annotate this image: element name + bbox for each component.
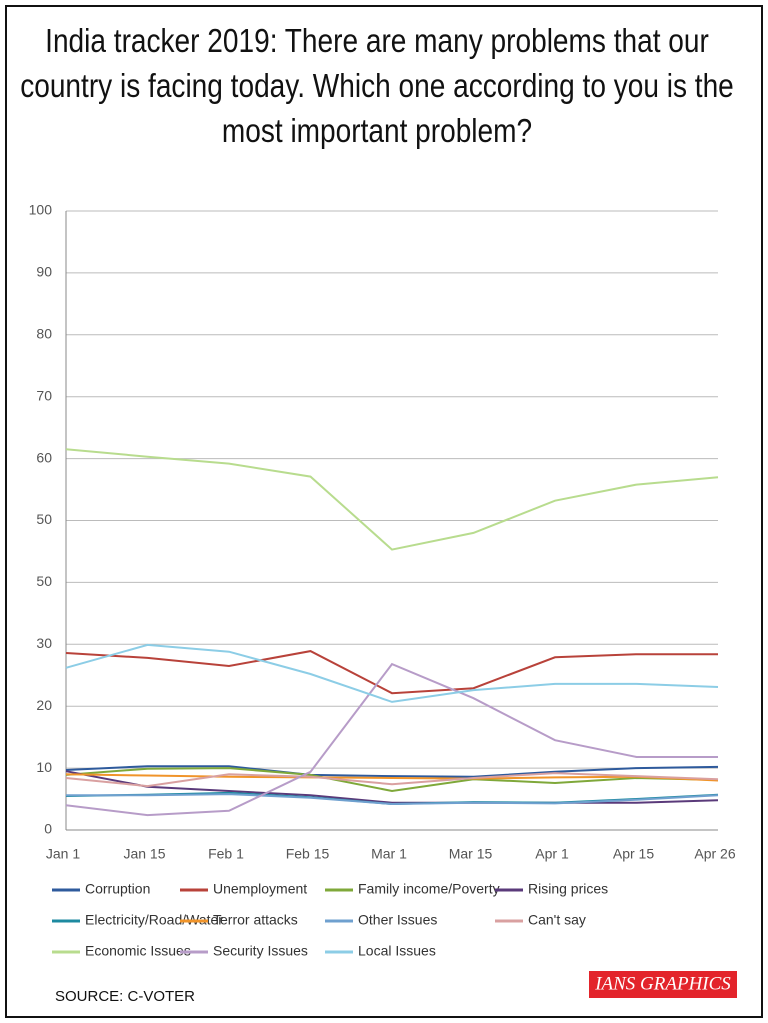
legend-label: Unemployment [213, 881, 307, 897]
legend-label: Corruption [85, 881, 150, 897]
x-tick-label: Mar 1 [371, 846, 407, 862]
y-tick-label: 10 [36, 759, 52, 775]
credit: IANS GRAPHICS [594, 973, 731, 994]
legend-label: Family income/Poverty [358, 881, 500, 897]
legend-label: Electricity/Road/Water [85, 912, 223, 928]
y-tick-label: 30 [36, 635, 52, 651]
x-tick-label: Apr 15 [613, 846, 654, 862]
y-tick-label: 90 [36, 264, 52, 280]
legend-label: Security Issues [213, 943, 308, 959]
series-line [65, 765, 719, 778]
x-tick-label: Apr 26 [694, 846, 735, 862]
y-tick-label: 100 [29, 202, 53, 218]
series-line [65, 643, 719, 703]
series-line [65, 772, 719, 788]
series-line [65, 770, 719, 804]
legend-label: Rising prices [528, 881, 608, 897]
y-tick-label: 20 [36, 697, 52, 713]
x-tick-label: Mar 15 [449, 846, 493, 862]
source: SOURCE: C-VOTER [55, 988, 195, 1005]
x-tick-label: Feb 1 [208, 846, 244, 862]
legend-label: Terror attacks [213, 912, 298, 928]
x-tick-label: Apr 1 [535, 846, 569, 862]
credit-box [589, 971, 737, 998]
y-tick-label: 50 [36, 573, 52, 589]
legend-label: Other Issues [358, 912, 437, 928]
x-tick-label: Jan 15 [123, 846, 165, 862]
legend-label: Can't say [528, 912, 586, 928]
series-line [65, 650, 718, 695]
x-tick-label: Feb 15 [286, 846, 330, 862]
chart-title: India tracker 2019: There are many probl… [20, 22, 734, 149]
series-line [65, 448, 719, 551]
series-line [65, 767, 719, 793]
x-tick-label: Jan 1 [46, 846, 80, 862]
legend-label: Local Issues [358, 943, 436, 959]
frame [5, 5, 763, 1018]
y-tick-label: 60 [36, 449, 52, 465]
legend-label: Economic Issues [85, 943, 191, 959]
series-line [66, 793, 719, 806]
series-line [65, 773, 719, 782]
y-tick-label: 0 [44, 821, 52, 837]
y-tick-label: 50 [36, 511, 52, 527]
series-line [65, 662, 718, 817]
y-tick-label: 70 [36, 387, 52, 403]
y-tick-label: 80 [36, 326, 52, 342]
